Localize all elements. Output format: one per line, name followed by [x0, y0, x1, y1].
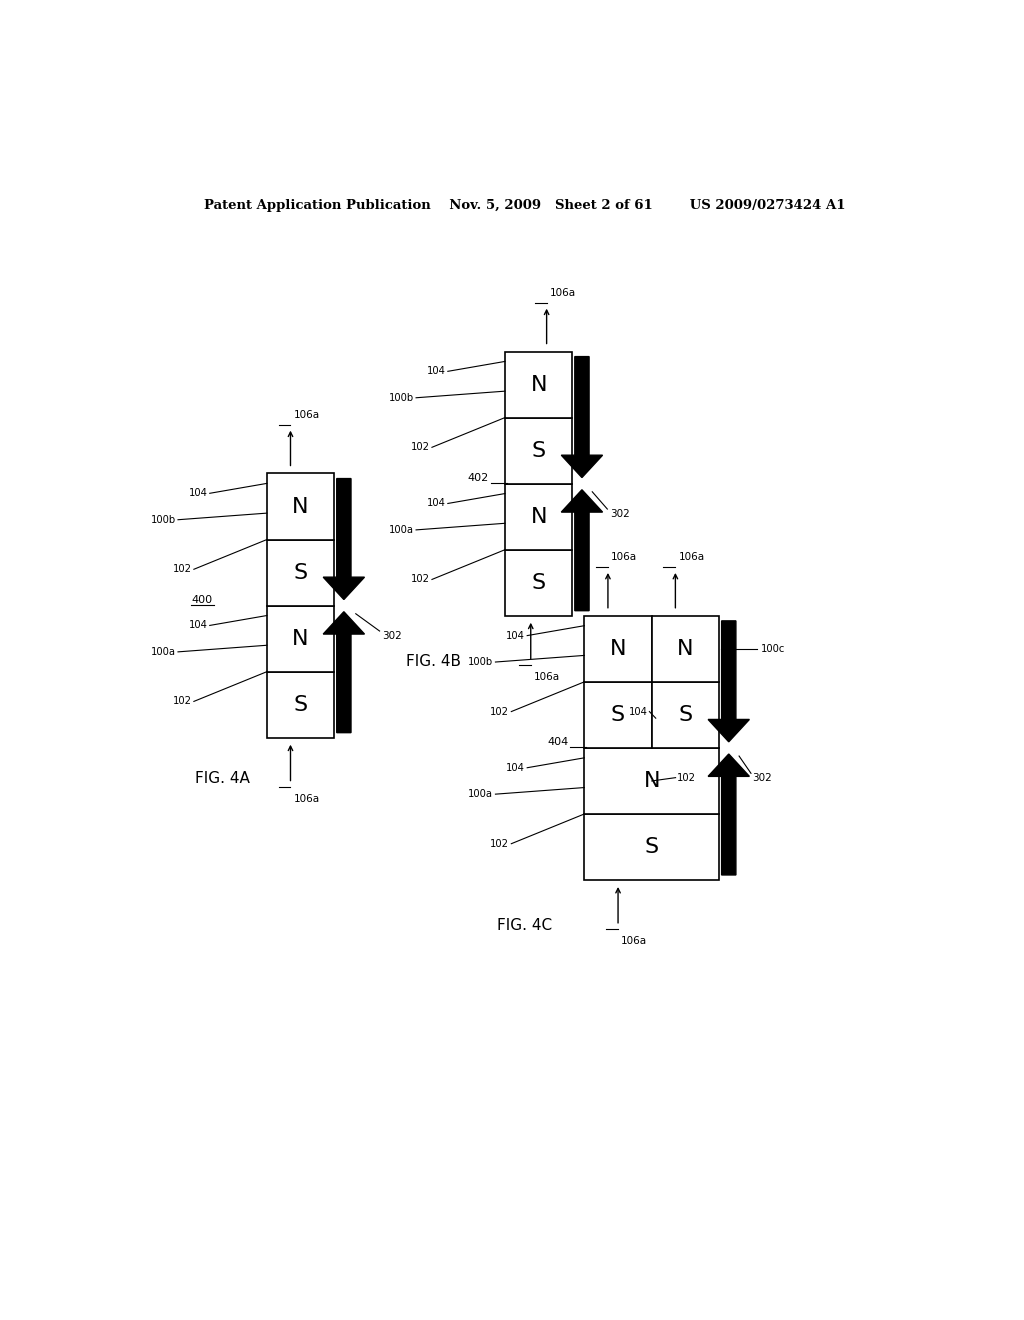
Bar	[651, 615, 719, 682]
Text: 104: 104	[188, 620, 207, 631]
Polygon shape	[709, 754, 750, 875]
Text: S: S	[531, 441, 546, 461]
Text: 106a: 106a	[294, 793, 319, 804]
Text: 104: 104	[506, 763, 524, 772]
Polygon shape	[561, 490, 602, 611]
Text: 104: 104	[629, 706, 648, 717]
Text: N: N	[293, 496, 309, 516]
Bar	[585, 748, 719, 814]
Text: 102: 102	[411, 574, 430, 585]
Bar	[585, 814, 719, 880]
Text: 302: 302	[382, 631, 401, 642]
Text: S: S	[294, 694, 307, 714]
Bar	[585, 682, 651, 748]
Text: 106a: 106a	[534, 672, 560, 681]
Text: 102: 102	[677, 772, 696, 783]
Bar	[267, 540, 334, 606]
Text: 100a: 100a	[468, 789, 494, 799]
Text: 106a: 106a	[622, 936, 647, 946]
Text: FIG. 4C: FIG. 4C	[497, 919, 552, 933]
Bar	[267, 672, 334, 738]
Text: 302: 302	[609, 510, 630, 519]
Text: 106a: 106a	[294, 409, 319, 420]
Text: 400: 400	[191, 594, 213, 605]
Polygon shape	[324, 479, 365, 599]
Text: Patent Application Publication    Nov. 5, 2009   Sheet 2 of 61        US 2009/02: Patent Application Publication Nov. 5, 2…	[204, 198, 846, 211]
Text: 106a: 106a	[611, 552, 637, 562]
Text: 104: 104	[188, 488, 207, 499]
Text: S: S	[294, 562, 307, 582]
Text: 402: 402	[468, 473, 489, 483]
Text: S: S	[611, 705, 625, 725]
Bar	[505, 417, 572, 483]
Text: 104: 104	[506, 631, 524, 640]
Text: 100a: 100a	[389, 525, 414, 535]
Bar	[585, 615, 651, 682]
Text: 106a: 106a	[679, 552, 705, 562]
Text: 104: 104	[427, 367, 445, 376]
Text: 100b: 100b	[151, 515, 176, 525]
Text: N: N	[293, 628, 309, 648]
Text: S: S	[531, 573, 546, 593]
Bar	[267, 474, 334, 540]
Text: FIG. 4B: FIG. 4B	[406, 653, 461, 669]
Text: 100b: 100b	[388, 393, 414, 403]
Text: FIG. 4A: FIG. 4A	[196, 771, 250, 785]
Text: 102: 102	[489, 838, 509, 849]
Text: 404: 404	[547, 737, 568, 747]
Text: S: S	[645, 837, 658, 857]
Bar	[505, 549, 572, 615]
Text: S: S	[679, 705, 692, 725]
Text: 102: 102	[172, 697, 191, 706]
Bar	[267, 606, 334, 672]
Polygon shape	[709, 620, 750, 742]
Text: 106a: 106a	[550, 288, 575, 297]
Polygon shape	[561, 356, 602, 478]
Text: 104: 104	[427, 499, 445, 508]
Text: 100a: 100a	[151, 647, 176, 657]
Text: N: N	[643, 771, 660, 791]
Text: 102: 102	[411, 442, 430, 453]
Text: 102: 102	[489, 706, 509, 717]
Bar	[505, 483, 572, 549]
Text: N: N	[530, 507, 547, 527]
Text: 102: 102	[172, 564, 191, 574]
Text: 100b: 100b	[468, 657, 494, 667]
Text: N: N	[677, 639, 693, 659]
Text: 100c: 100c	[761, 644, 784, 653]
Bar	[505, 351, 572, 417]
Polygon shape	[324, 611, 365, 733]
Text: N: N	[610, 639, 627, 659]
Text: N: N	[530, 375, 547, 395]
Bar	[651, 682, 719, 748]
Text: 302: 302	[753, 774, 772, 783]
